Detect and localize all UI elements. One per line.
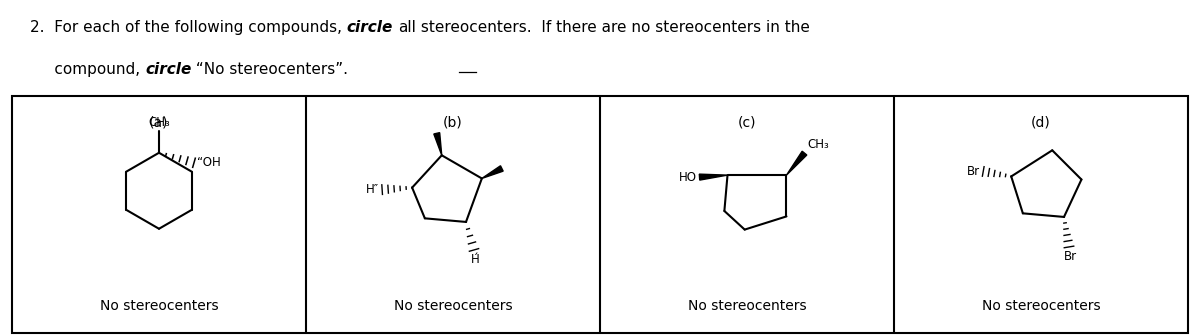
Text: “No stereocenters”.: “No stereocenters”.: [191, 62, 348, 77]
Bar: [12, 96, 1188, 333]
Text: all: all: [398, 20, 416, 35]
Text: Br: Br: [967, 165, 980, 178]
Polygon shape: [786, 151, 806, 175]
Polygon shape: [482, 166, 503, 178]
Polygon shape: [434, 133, 442, 155]
Text: No stereocenters: No stereocenters: [688, 299, 806, 312]
Text: compound,: compound,: [30, 62, 145, 77]
Text: CH₃: CH₃: [148, 116, 170, 129]
Text: CH₃: CH₃: [808, 138, 829, 151]
Text: stereocenters.  If there are no stereocenters in the: stereocenters. If there are no stereocen…: [416, 20, 810, 35]
Text: Br: Br: [1063, 250, 1076, 263]
Text: circle: circle: [145, 62, 191, 77]
Text: No stereocenters: No stereocenters: [100, 299, 218, 312]
Text: H″: H″: [366, 183, 379, 196]
Text: HO: HO: [678, 171, 696, 183]
Text: (c): (c): [738, 116, 756, 130]
Text: No stereocenters: No stereocenters: [394, 299, 512, 312]
Text: “OH: “OH: [197, 156, 221, 169]
Text: circle: circle: [347, 20, 394, 35]
Polygon shape: [700, 174, 727, 180]
Text: (b): (b): [443, 116, 463, 130]
Text: No stereocenters: No stereocenters: [982, 299, 1100, 312]
Text: H́: H́: [470, 253, 479, 266]
Text: (d): (d): [1031, 116, 1051, 130]
Text: (a): (a): [149, 116, 169, 130]
Text: 2.  For each of the following compounds,: 2. For each of the following compounds,: [30, 20, 347, 35]
